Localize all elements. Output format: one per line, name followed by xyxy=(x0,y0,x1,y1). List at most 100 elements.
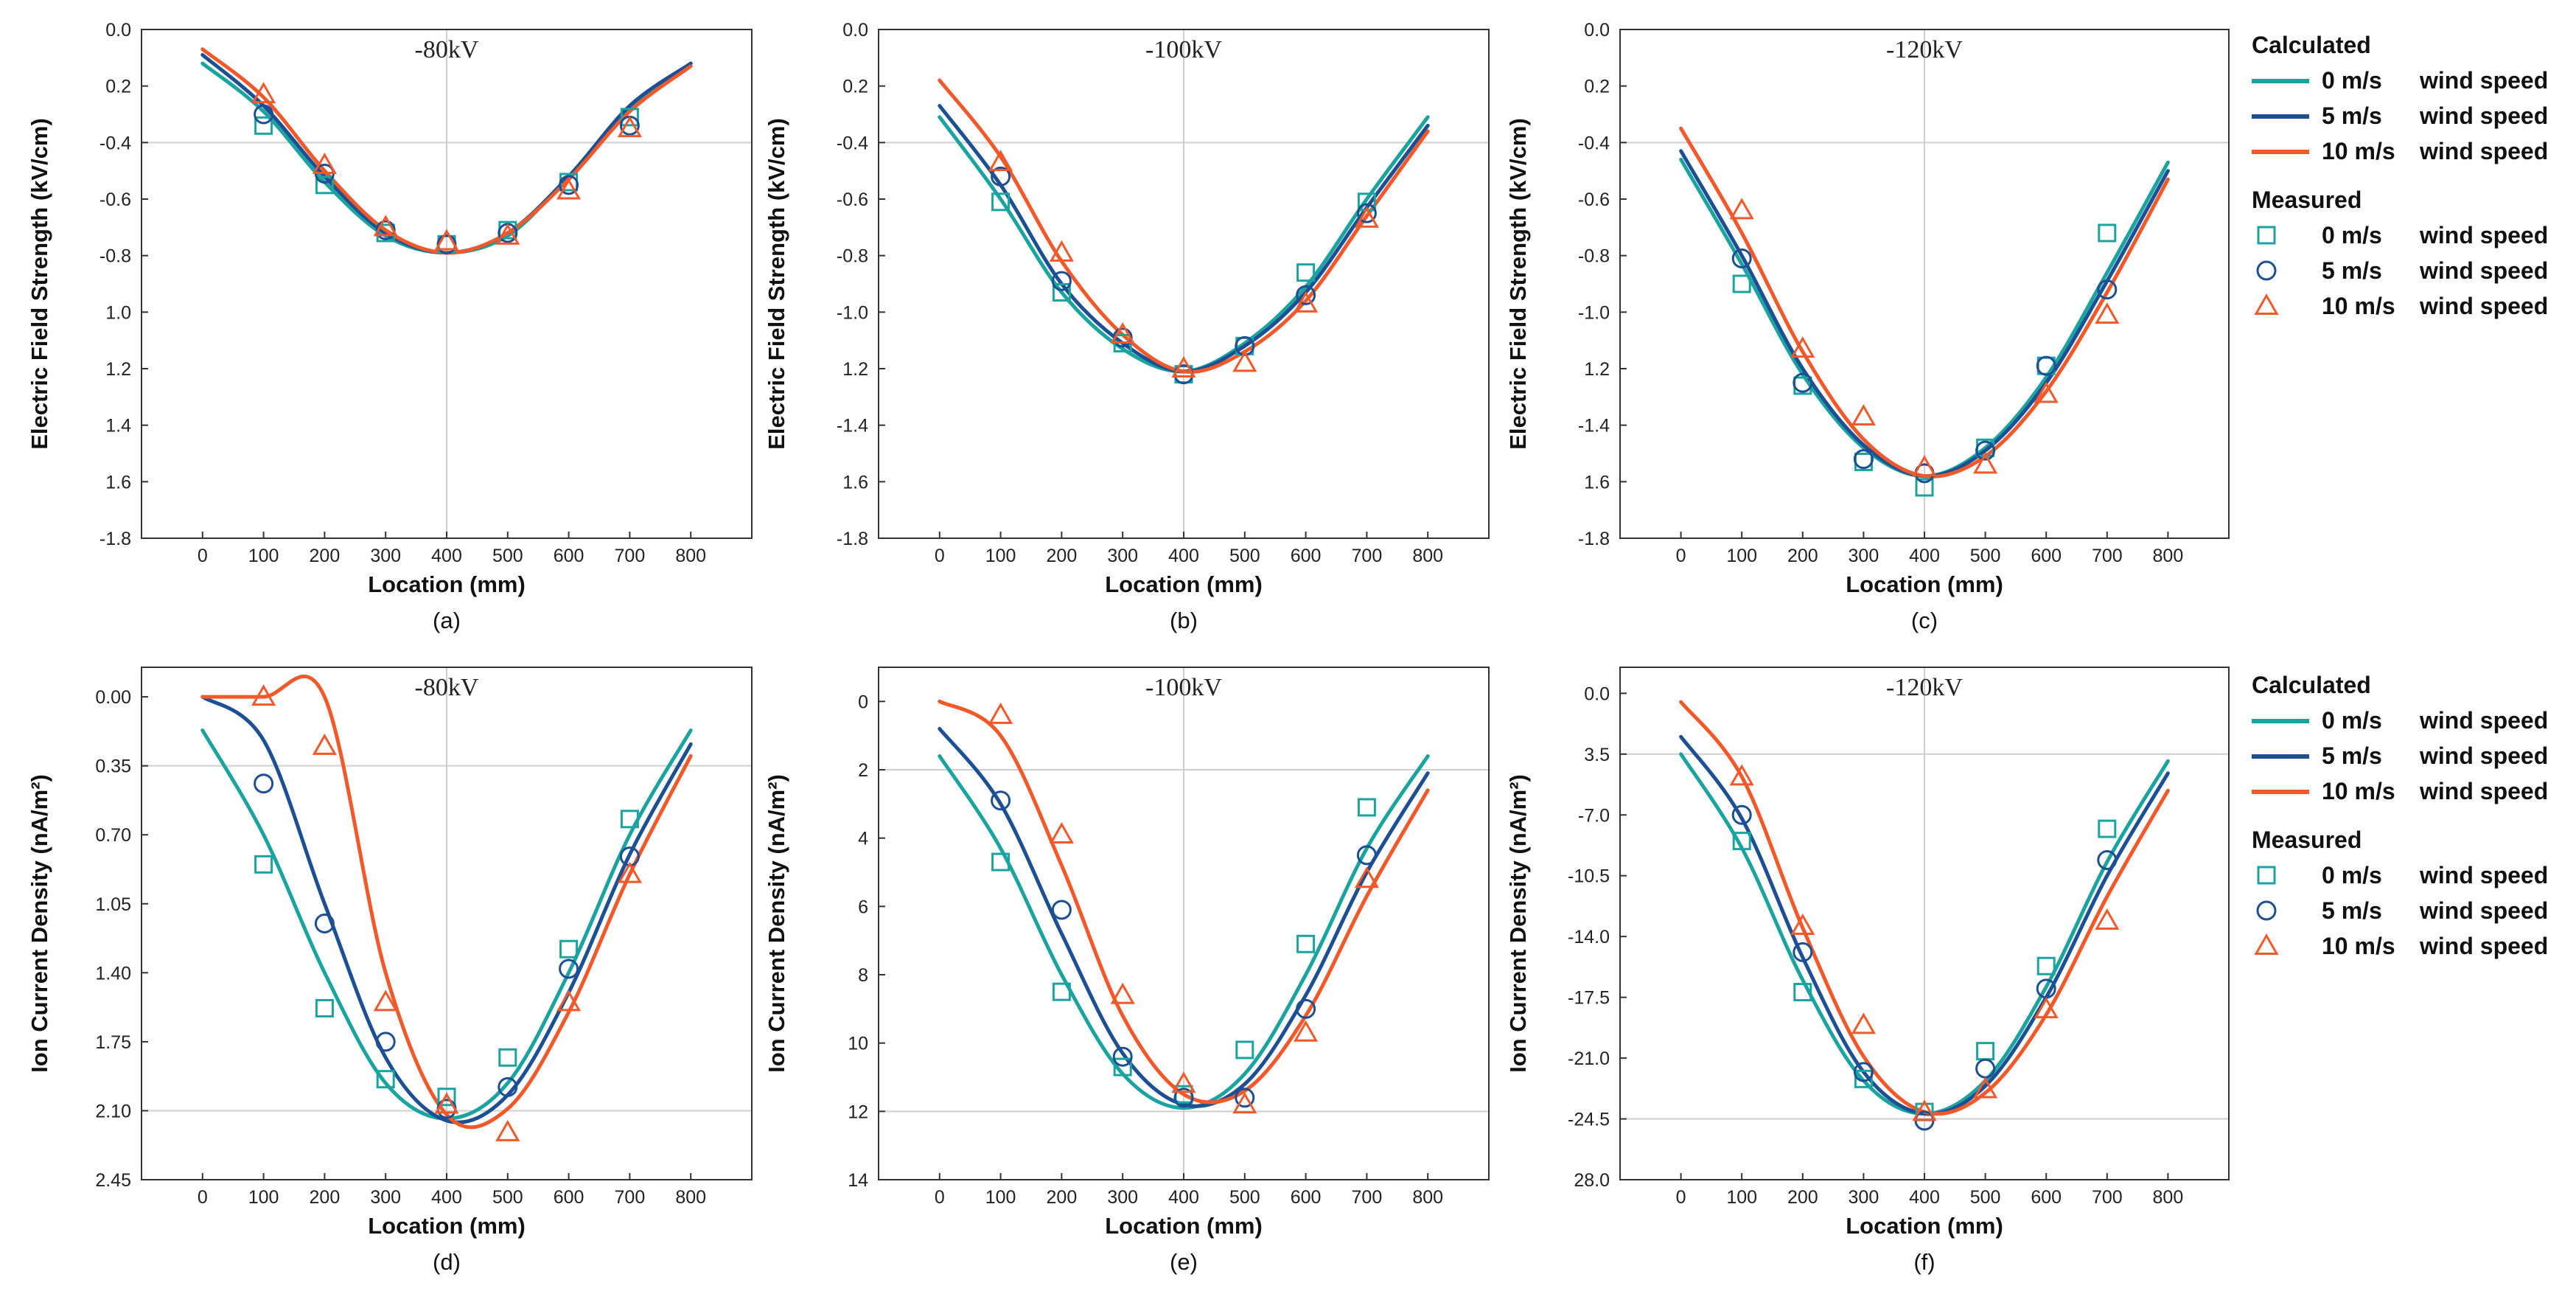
legend-suffix-label: wind speed xyxy=(2419,742,2548,769)
legend-header-calculated: Calculated xyxy=(2252,672,2371,698)
measured-point-0ms xyxy=(2098,819,2117,838)
measured-point-10ms xyxy=(2034,381,2059,403)
y-tick-label: 0.70 xyxy=(95,825,131,846)
chart-panel-e: 0 100 200 300 400 500 600 700 800 0 2 4 6 8 10 12 14 -100… xyxy=(764,667,1490,1275)
measured-point-10ms xyxy=(434,229,459,251)
measured-point-5ms xyxy=(1731,804,1752,825)
y-tick-label: 0.00 xyxy=(95,687,131,708)
legend-speed-label: 10 m/s xyxy=(2322,933,2395,959)
legend-suffix-label: wind speed xyxy=(2419,707,2548,734)
legend-suffix-label: wind speed xyxy=(2419,222,2548,248)
x-tick-label: 400 xyxy=(1168,1187,1199,1208)
measured-point-10ms xyxy=(312,733,337,755)
measured-point-10ms xyxy=(1851,404,1876,426)
measured-point-10ms xyxy=(1354,206,1379,228)
legend-speed-label: 0 m/s xyxy=(2322,222,2382,248)
y-axis-label: Ion Current Density (nA/m²) xyxy=(27,774,52,1073)
calculated-line-5ms xyxy=(938,726,1430,1108)
x-tick-label: 600 xyxy=(2031,1187,2062,1208)
y-tick-label: -0.8 xyxy=(100,246,131,267)
legend-suffix-label: wind speed xyxy=(2419,102,2548,129)
measured-point-5ms xyxy=(1296,285,1316,305)
measured-point-5ms xyxy=(1356,845,1377,866)
measured-point-10ms xyxy=(1973,1076,1998,1099)
y-tick-label: 1.0 xyxy=(105,302,131,323)
measured-point-10ms xyxy=(1110,982,1135,1004)
y-tick-label: 0.2 xyxy=(105,77,131,97)
legend: Calculated 0 m/s wind speed 5 m/s wind speed… xyxy=(2252,672,2548,959)
measured-point-0ms xyxy=(1052,283,1071,302)
measured-point-5ms xyxy=(1731,248,1752,268)
y-tick-label: -10.5 xyxy=(1568,866,1610,887)
x-tick-label: 200 xyxy=(1787,1187,1818,1208)
y-tick-label: 0.2 xyxy=(1584,77,1610,97)
y-tick-label: -21.0 xyxy=(1568,1048,1610,1069)
measured-point-5ms xyxy=(559,175,579,195)
legend-suffix-label: wind speed xyxy=(2419,67,2548,94)
x-tick-label: 800 xyxy=(2153,546,2184,566)
legend-header-calculated: Calculated xyxy=(2252,32,2371,58)
measured-point-0ms xyxy=(1296,263,1316,282)
measured-point-10ms xyxy=(1729,198,1754,220)
measured-point-5ms xyxy=(1793,372,1813,393)
calculated-line-10ms xyxy=(1679,700,2170,1116)
y-tick-label: 1.6 xyxy=(842,472,868,493)
measured-point-5ms xyxy=(375,220,396,240)
legend-suffix-label: wind speed xyxy=(2419,257,2548,284)
y-tick-label: 4 xyxy=(858,829,868,849)
measured-point-0ms xyxy=(1235,1040,1254,1060)
measured-point-0ms xyxy=(1296,934,1316,953)
legend-speed-label: 5 m/s xyxy=(2322,742,2382,769)
x-tick-label: 300 xyxy=(370,546,401,566)
measured-point-5ms xyxy=(375,1032,396,1052)
legend-speed-label: 5 m/s xyxy=(2322,257,2382,284)
subplot-label: (b) xyxy=(1170,608,1198,633)
legend-suffix-label: wind speed xyxy=(2419,778,2548,804)
measured-point-5ms xyxy=(1173,1088,1194,1108)
measured-point-0ms xyxy=(437,1088,456,1107)
y-tick-label: 2.10 xyxy=(95,1101,131,1121)
legend-suffix-label: wind speed xyxy=(2419,933,2548,959)
chart-panel-d: 0 100 200 300 400 500 600 700 800 0.00 0.35 0.70 1.0… xyxy=(27,667,753,1275)
measured-point-10ms xyxy=(1171,1071,1196,1093)
x-tick-label: 500 xyxy=(1229,546,1260,566)
subplot-label: (c) xyxy=(1911,608,1938,633)
y-tick-label: 1.2 xyxy=(1584,359,1610,380)
measured-point-0ms xyxy=(2098,223,2117,243)
chart-title: -100kV xyxy=(1145,674,1222,701)
chart-panel-a: 0 100 200 300 400 500 600 700 800 0.0 0.2 -0.4 -0.6 -… xyxy=(27,20,753,633)
x-tick-label: 500 xyxy=(1229,1187,1260,1208)
x-tick-label: 200 xyxy=(310,1187,341,1208)
x-tick-label: 700 xyxy=(1352,546,1383,566)
calculated-line-10ms xyxy=(938,78,1430,374)
x-tick-label: 200 xyxy=(310,546,341,566)
measured-point-5ms xyxy=(1975,440,1996,461)
calculated-line-5ms xyxy=(200,695,693,1124)
x-axis-label: Location (mm) xyxy=(368,571,526,597)
measured-point-10ms xyxy=(373,215,398,237)
measured-point-10ms xyxy=(1049,240,1074,262)
measured-point-10ms xyxy=(617,861,642,883)
y-tick-label: -7.0 xyxy=(1578,805,1610,826)
x-tick-label: 400 xyxy=(431,546,462,566)
measured-point-10ms xyxy=(1294,1020,1319,1042)
legend-marker-swatch xyxy=(2256,900,2277,921)
y-tick-label: 0.0 xyxy=(842,20,868,41)
legend-speed-label: 10 m/s xyxy=(2322,138,2395,164)
y-tick-label: 1.2 xyxy=(842,359,868,380)
y-tick-label: 12 xyxy=(848,1102,868,1122)
y-tick-label: 1.40 xyxy=(95,963,131,984)
chart-title: -80kV xyxy=(415,36,479,63)
chart-title: -120kV xyxy=(1886,674,1963,701)
legend-marker-swatch xyxy=(2257,226,2276,245)
legend-marker-swatch xyxy=(2254,293,2279,315)
x-tick-label: 500 xyxy=(1970,1187,2001,1208)
measured-point-0ms xyxy=(1732,274,1751,293)
measured-point-5ms xyxy=(2097,279,2118,300)
measured-point-10ms xyxy=(1790,336,1815,358)
measured-point-5ms xyxy=(1051,271,1072,291)
subplot-label: (d) xyxy=(433,1249,461,1275)
legend-header-measured: Measured xyxy=(2252,827,2362,853)
chart-title: -120kV xyxy=(1886,36,1963,63)
x-axis-label: Location (mm) xyxy=(1105,1213,1263,1239)
